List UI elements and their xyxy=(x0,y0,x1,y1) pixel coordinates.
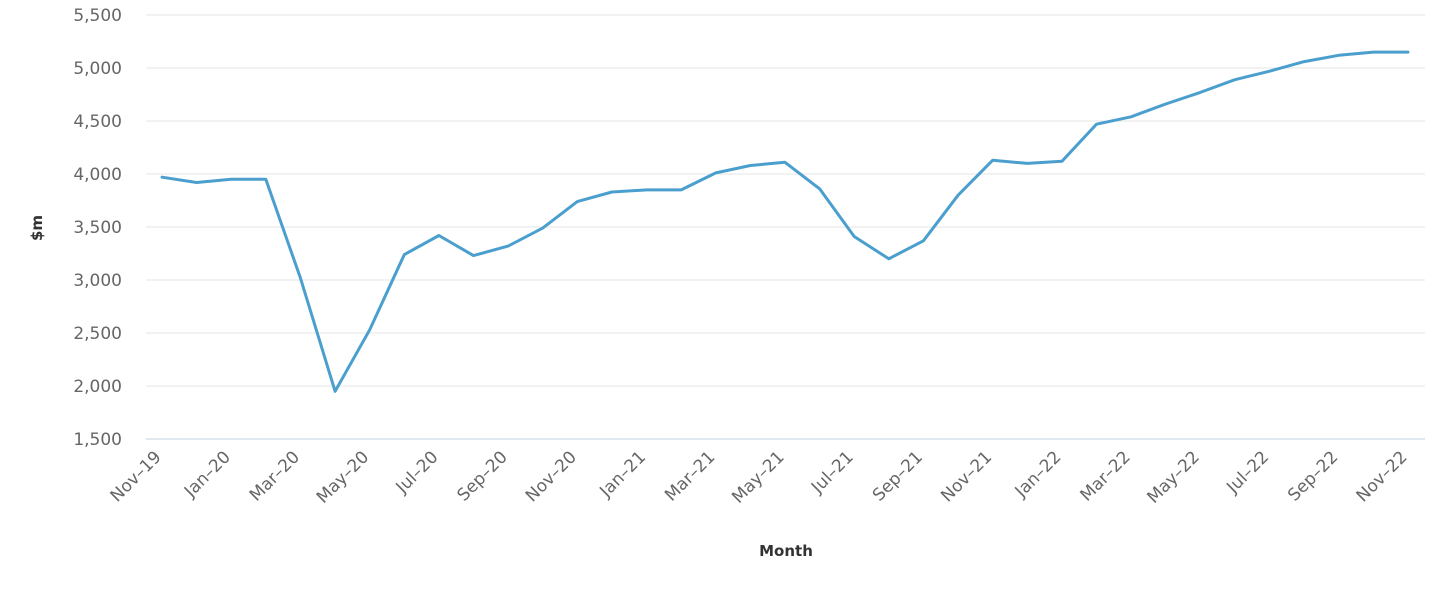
gridlines xyxy=(146,14,1425,387)
y-tick-label: 5,000 xyxy=(73,59,122,79)
x-tick-label: Nov–20 xyxy=(522,447,581,506)
x-tick-label: Jan–21 xyxy=(595,447,650,502)
x-tick-label: Jan–20 xyxy=(180,447,235,502)
y-tick-label: 3,000 xyxy=(73,271,122,291)
x-tick-label: Nov–19 xyxy=(107,447,166,506)
x-tick-label: Jul–20 xyxy=(392,447,443,498)
y-tick-label: 3,500 xyxy=(73,218,122,238)
x-tick-label: Jul–22 xyxy=(1222,447,1273,498)
y-tick-label: 2,000 xyxy=(73,377,122,397)
y-tick-label: 4,000 xyxy=(73,165,122,185)
y-axis-tick-labels: 1,500 2,000 2,500 3,000 3,500 4,000 4,500 5,000… xyxy=(73,6,122,450)
x-tick-label: May–21 xyxy=(728,447,788,507)
x-tick-label: Jul–21 xyxy=(807,447,858,498)
x-tick-label: Mar–22 xyxy=(1077,447,1135,505)
y-tick-label: 2,500 xyxy=(73,324,122,344)
x-tick-label: May–20 xyxy=(313,447,373,507)
series-line xyxy=(160,50,1410,393)
y-tick-label: 4,500 xyxy=(73,112,122,132)
x-tick-label: Sep–20 xyxy=(454,447,512,505)
x-axis-title: Month xyxy=(759,542,813,560)
y-tick-label: 5,500 xyxy=(73,6,122,26)
x-tick-label: Sep–22 xyxy=(1284,447,1342,505)
x-tick-label: Nov–22 xyxy=(1353,447,1412,506)
x-tick-label: Jan–22 xyxy=(1011,447,1066,502)
x-tick-label: Nov–21 xyxy=(937,447,996,506)
series-layer xyxy=(160,50,1410,393)
x-axis-tick-labels: Nov–19 Jan–20 Mar–20 May–20 Jul–20 Sep–20 Nov–… xyxy=(107,447,1412,507)
y-axis-title: $m xyxy=(28,215,46,241)
x-tick-label: Mar–21 xyxy=(661,447,719,505)
y-tick-label: 1,500 xyxy=(73,430,122,450)
x-tick-label: May–22 xyxy=(1144,447,1204,507)
x-tick-label: Mar–20 xyxy=(246,447,304,505)
x-tick-label: Sep–21 xyxy=(869,447,927,505)
